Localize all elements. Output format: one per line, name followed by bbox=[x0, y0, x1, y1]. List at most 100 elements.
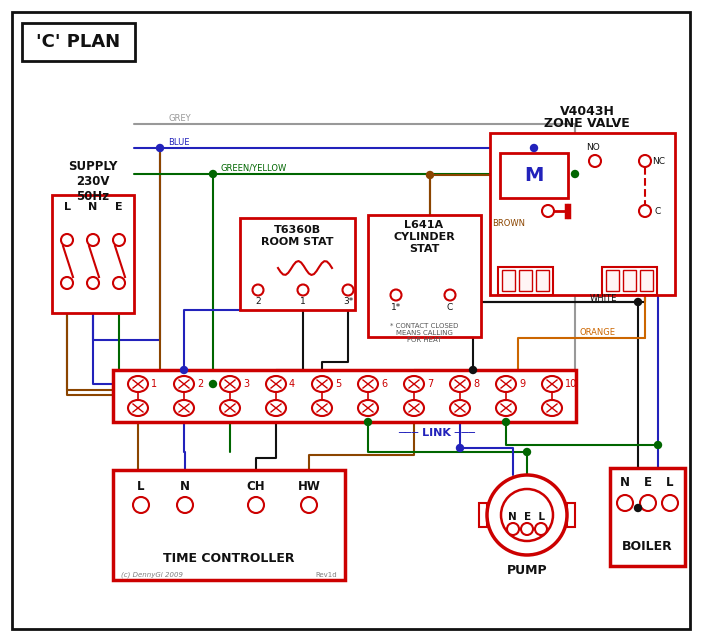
Text: 7: 7 bbox=[427, 379, 433, 389]
Ellipse shape bbox=[542, 400, 562, 416]
Ellipse shape bbox=[496, 400, 516, 416]
Ellipse shape bbox=[450, 400, 470, 416]
Circle shape bbox=[521, 523, 533, 535]
Bar bbox=[493, 503, 501, 527]
Circle shape bbox=[487, 475, 567, 555]
Text: 3*: 3* bbox=[343, 297, 353, 306]
Text: C: C bbox=[655, 206, 661, 215]
Text: CH: CH bbox=[246, 479, 265, 492]
Circle shape bbox=[61, 234, 73, 246]
Ellipse shape bbox=[128, 400, 148, 416]
Circle shape bbox=[444, 290, 456, 301]
Ellipse shape bbox=[542, 376, 562, 392]
Circle shape bbox=[639, 155, 651, 167]
Text: NO: NO bbox=[586, 142, 600, 151]
Text: 10: 10 bbox=[565, 379, 577, 389]
Circle shape bbox=[589, 155, 601, 167]
Bar bbox=[113, 470, 345, 580]
Text: BLUE: BLUE bbox=[168, 138, 190, 147]
Text: E: E bbox=[644, 476, 652, 490]
Ellipse shape bbox=[358, 376, 378, 392]
Bar bbox=[502, 270, 515, 291]
Text: N: N bbox=[620, 476, 630, 490]
Text: N  E  L: N E L bbox=[508, 512, 545, 522]
Text: SUPPLY
230V
50Hz: SUPPLY 230V 50Hz bbox=[68, 160, 118, 203]
Circle shape bbox=[531, 144, 538, 151]
Ellipse shape bbox=[220, 400, 240, 416]
Circle shape bbox=[635, 299, 642, 306]
Circle shape bbox=[503, 419, 510, 426]
Circle shape bbox=[639, 205, 651, 217]
Bar bbox=[113, 370, 576, 422]
Circle shape bbox=[209, 381, 216, 388]
Text: ORANGE: ORANGE bbox=[580, 328, 616, 337]
Text: 2: 2 bbox=[256, 297, 261, 306]
Bar bbox=[567, 503, 575, 527]
Circle shape bbox=[654, 442, 661, 449]
Circle shape bbox=[87, 277, 99, 289]
Text: ─── LINK ───: ─── LINK ─── bbox=[399, 428, 475, 438]
Text: 3: 3 bbox=[243, 379, 249, 389]
Bar bbox=[640, 270, 653, 291]
Circle shape bbox=[427, 172, 434, 178]
Circle shape bbox=[635, 504, 642, 512]
Text: L641A
CYLINDER
STAT: L641A CYLINDER STAT bbox=[393, 221, 455, 254]
Text: T6360B
ROOM STAT: T6360B ROOM STAT bbox=[260, 225, 333, 247]
Ellipse shape bbox=[450, 376, 470, 392]
Ellipse shape bbox=[266, 376, 286, 392]
Text: HW: HW bbox=[298, 479, 320, 492]
Bar bbox=[500, 153, 568, 198]
Bar bbox=[553, 503, 561, 527]
Text: PUMP: PUMP bbox=[507, 563, 548, 576]
Text: N: N bbox=[180, 479, 190, 492]
Bar bbox=[368, 215, 481, 337]
Text: Rev1d: Rev1d bbox=[315, 572, 337, 578]
Circle shape bbox=[390, 290, 402, 301]
Bar bbox=[536, 270, 549, 291]
Circle shape bbox=[470, 367, 477, 374]
Circle shape bbox=[177, 497, 193, 513]
Bar bbox=[602, 267, 657, 295]
Text: C: C bbox=[447, 303, 453, 312]
Circle shape bbox=[248, 497, 264, 513]
Circle shape bbox=[157, 144, 164, 151]
Circle shape bbox=[113, 234, 125, 246]
Text: L: L bbox=[63, 202, 70, 212]
Circle shape bbox=[364, 419, 371, 426]
Bar bbox=[479, 503, 487, 527]
Bar bbox=[240, 218, 355, 310]
Text: 9: 9 bbox=[519, 379, 525, 389]
Bar bbox=[623, 270, 636, 291]
Text: BROWN: BROWN bbox=[492, 219, 525, 228]
Text: 5: 5 bbox=[335, 379, 341, 389]
Ellipse shape bbox=[312, 376, 332, 392]
Ellipse shape bbox=[266, 400, 286, 416]
Text: BOILER: BOILER bbox=[622, 540, 673, 553]
Circle shape bbox=[301, 497, 317, 513]
Ellipse shape bbox=[174, 400, 194, 416]
Text: WHITE: WHITE bbox=[590, 294, 617, 303]
Text: L: L bbox=[138, 479, 145, 492]
Text: 2: 2 bbox=[197, 379, 204, 389]
Text: * CONTACT CLOSED
MEANS CALLING
FOR HEAT: * CONTACT CLOSED MEANS CALLING FOR HEAT bbox=[390, 323, 458, 343]
Text: N: N bbox=[88, 202, 98, 212]
Text: 1: 1 bbox=[300, 297, 306, 306]
Circle shape bbox=[617, 495, 633, 511]
Circle shape bbox=[542, 205, 554, 217]
Ellipse shape bbox=[496, 376, 516, 392]
Text: TIME CONTROLLER: TIME CONTROLLER bbox=[164, 551, 295, 565]
Circle shape bbox=[133, 497, 149, 513]
Text: 6: 6 bbox=[381, 379, 387, 389]
Text: (c) DennyGi 2009: (c) DennyGi 2009 bbox=[121, 572, 183, 578]
Text: NC: NC bbox=[652, 156, 665, 165]
Bar bbox=[606, 270, 619, 291]
Circle shape bbox=[662, 495, 678, 511]
Ellipse shape bbox=[358, 400, 378, 416]
Ellipse shape bbox=[220, 376, 240, 392]
Ellipse shape bbox=[404, 400, 424, 416]
Text: V4043H: V4043H bbox=[559, 104, 614, 117]
Ellipse shape bbox=[128, 376, 148, 392]
Ellipse shape bbox=[312, 400, 332, 416]
Bar bbox=[490, 133, 675, 295]
Circle shape bbox=[571, 171, 578, 178]
